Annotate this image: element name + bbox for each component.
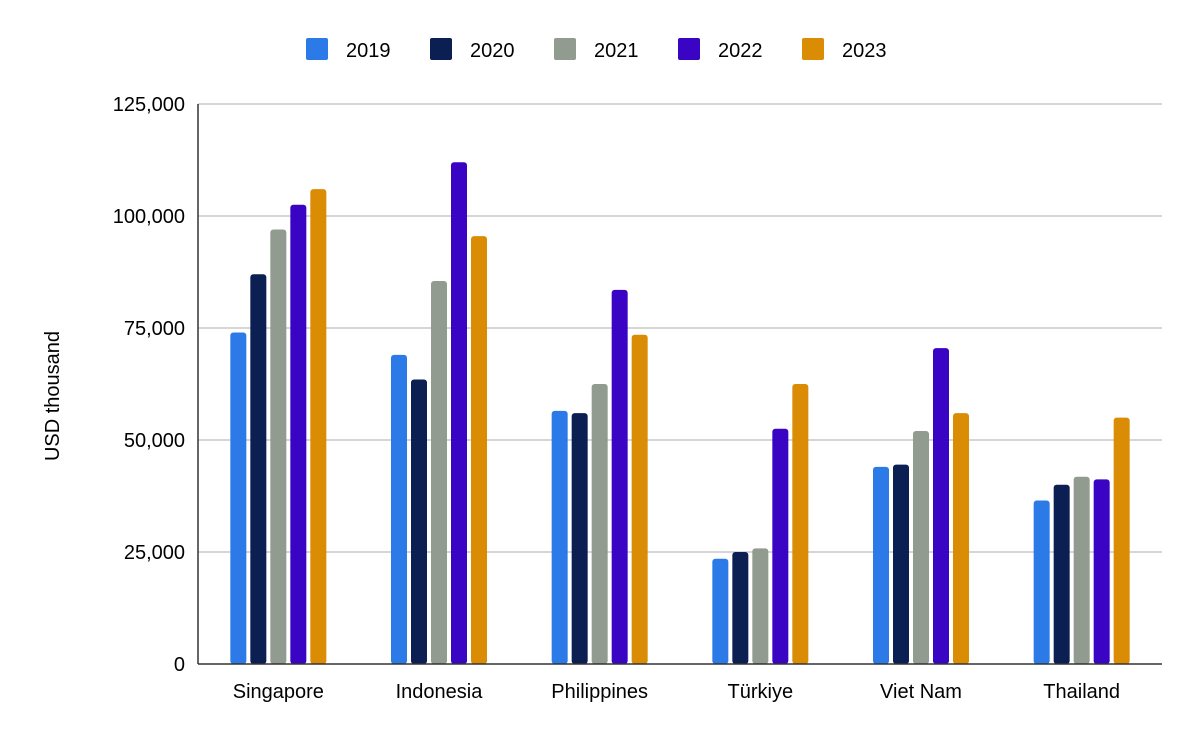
bar-2019-3 xyxy=(712,558,729,664)
bar-2020-5 xyxy=(1053,484,1070,664)
y-axis-title: USD thousand xyxy=(42,331,64,461)
bar-2022-2 xyxy=(611,289,628,664)
legend-label-2021: 2021 xyxy=(594,40,639,62)
bar-2023-0 xyxy=(310,189,327,664)
y-axis-ticks: 0 25,000 50,000 75,000 100,000 125,000 xyxy=(113,94,185,676)
bars xyxy=(230,162,1130,665)
gridlines xyxy=(198,103,1162,553)
legend-swatch-2020 xyxy=(430,38,452,60)
bar-2020-1 xyxy=(411,379,427,664)
bar-2019-4 xyxy=(873,466,889,664)
bar-2020-0 xyxy=(250,274,267,664)
legend-swatch-2022 xyxy=(678,38,700,60)
legend-swatch-2019 xyxy=(306,38,328,60)
legend-swatch-2021 xyxy=(554,38,576,60)
bar-2019-0 xyxy=(230,332,247,664)
bar-2021-1 xyxy=(431,280,447,664)
bar-2021-0 xyxy=(270,229,287,664)
bar-2022-4 xyxy=(933,348,949,664)
x-tick-label: Philippines xyxy=(551,681,648,703)
bar-2019-1 xyxy=(391,354,407,664)
bar-2022-0 xyxy=(290,204,307,665)
legend-label-2019: 2019 xyxy=(346,40,391,62)
bar-2023-2 xyxy=(631,334,648,664)
x-tick-label: Thailand xyxy=(1043,681,1120,703)
bar-2021-5 xyxy=(1073,476,1090,664)
x-tick-label: Viet Nam xyxy=(880,681,962,703)
legend-label-2023: 2023 xyxy=(842,40,887,62)
x-tick-label: Türkiye xyxy=(728,681,794,703)
bar-2022-5 xyxy=(1093,479,1110,664)
y-tick-label: 0 xyxy=(174,654,185,676)
y-tick-label: 25,000 xyxy=(124,542,185,564)
y-tick-label: 125,000 xyxy=(113,94,185,116)
bar-2023-5 xyxy=(1113,417,1130,664)
bar-2019-5 xyxy=(1033,500,1050,664)
bar-2019-2 xyxy=(551,410,568,664)
bar-2022-3 xyxy=(772,428,789,664)
x-tick-label: Singapore xyxy=(233,681,324,703)
legend: 2019 2020 2021 2022 2023 xyxy=(306,38,887,62)
bar-2023-3 xyxy=(792,384,809,664)
bar-2022-1 xyxy=(451,162,467,665)
bar-2023-4 xyxy=(953,413,969,664)
legend-label-2020: 2020 xyxy=(470,40,515,62)
bar-2021-2 xyxy=(591,384,608,664)
bar-2023-1 xyxy=(471,236,487,664)
x-axis-ticks: Singapore Indonesia Philippines Türkiye Viet… xyxy=(233,681,1120,703)
bar-2020-3 xyxy=(732,552,749,664)
x-tick-label: Indonesia xyxy=(396,681,484,703)
legend-label-2022: 2022 xyxy=(718,40,763,62)
y-tick-label: 50,000 xyxy=(124,430,185,452)
y-tick-label: 100,000 xyxy=(113,206,185,228)
bar-2021-4 xyxy=(913,431,929,664)
legend-swatch-2023 xyxy=(802,38,824,60)
y-tick-label: 75,000 xyxy=(124,318,185,340)
bar-2020-4 xyxy=(893,464,909,664)
bar-2020-2 xyxy=(571,413,588,664)
bar-2021-3 xyxy=(752,548,769,664)
